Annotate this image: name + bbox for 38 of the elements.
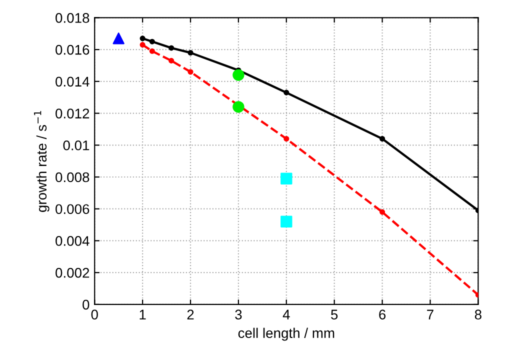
x-tick-label: 7 [427,310,434,320]
y-tick-label: 0.014 [56,76,90,87]
y-tick-label: 0.01 [63,140,90,150]
x-axis-title: cell length / mm [238,328,334,341]
y-tick-label: 0.006 [56,204,90,214]
x-tick-label: 4 [282,310,290,320]
point [232,101,244,113]
x-tick-label: 6 [379,310,386,320]
point [380,209,386,215]
x-tick-label: 0 [91,310,98,320]
point [140,36,146,42]
x-tick-label: 8 [474,310,482,320]
point [140,42,146,48]
y-tick-label: 0.002 [56,268,90,278]
x-tick-label: 2 [187,310,194,320]
y-tick-label: 0 [82,300,90,310]
y-tick-label: 0.004 [56,236,90,246]
point [112,32,124,44]
y-tick-label: 0.008 [56,172,90,182]
point [188,69,194,75]
y-axis-title: growth rate / s$^{−1}$ [34,110,50,212]
y-tick-label: 0.012 [56,108,90,118]
x-tick-label: 3 [235,310,242,320]
point [380,136,386,142]
point [149,38,155,44]
point [188,50,194,56]
y-tick-label: 0.018 [56,13,90,23]
point [280,216,292,228]
y-tick-label: 0.016 [56,44,90,55]
point [232,69,244,81]
x-tick-label: 1 [140,310,146,320]
point [284,136,290,142]
point [149,48,155,54]
point [168,58,174,64]
point [280,172,292,184]
point [284,90,290,96]
x-tick-label: 5 [331,310,338,320]
point [168,45,174,51]
